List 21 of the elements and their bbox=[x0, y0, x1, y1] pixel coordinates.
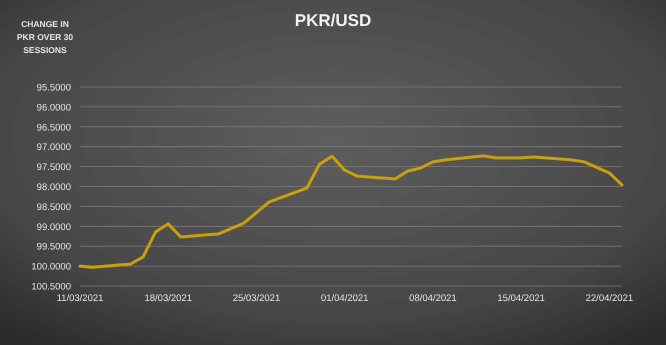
y-tick-label: 96.5000 bbox=[36, 122, 71, 134]
y-axis-title: CHANGE IN PKR OVER 30 SESSIONS bbox=[16, 19, 74, 55]
chart-title: PKR/USD bbox=[294, 11, 372, 30]
y-tick-label: 97.0000 bbox=[36, 142, 71, 154]
y-tick-label: 99.5000 bbox=[36, 242, 71, 253]
x-tick-label: 18/03/2021 bbox=[144, 293, 192, 304]
y-tick-label: 100.5000 bbox=[31, 282, 71, 292]
x-tick-label: 25/03/2021 bbox=[232, 293, 280, 304]
x-tick-label: 11/03/2021 bbox=[56, 293, 104, 304]
x-tick-label: 22/04/2021 bbox=[586, 293, 634, 304]
y-tick-label: 99.0000 bbox=[36, 222, 71, 233]
y-tick-label: 100.0000 bbox=[31, 262, 71, 273]
x-tick-label: 08/04/2021 bbox=[409, 293, 457, 304]
y-tick-label: 95.5000 bbox=[36, 82, 71, 94]
y-tick-label: 98.5000 bbox=[36, 202, 71, 213]
line-series bbox=[78, 154, 624, 269]
y-tick-label: 98.0000 bbox=[36, 182, 71, 193]
y-tick-label: 97.5000 bbox=[36, 162, 71, 174]
x-tick-label: 01/04/2021 bbox=[320, 293, 368, 304]
x-tick-label: 15/04/2021 bbox=[497, 293, 545, 304]
y-tick-label: 96.0000 bbox=[36, 102, 71, 114]
